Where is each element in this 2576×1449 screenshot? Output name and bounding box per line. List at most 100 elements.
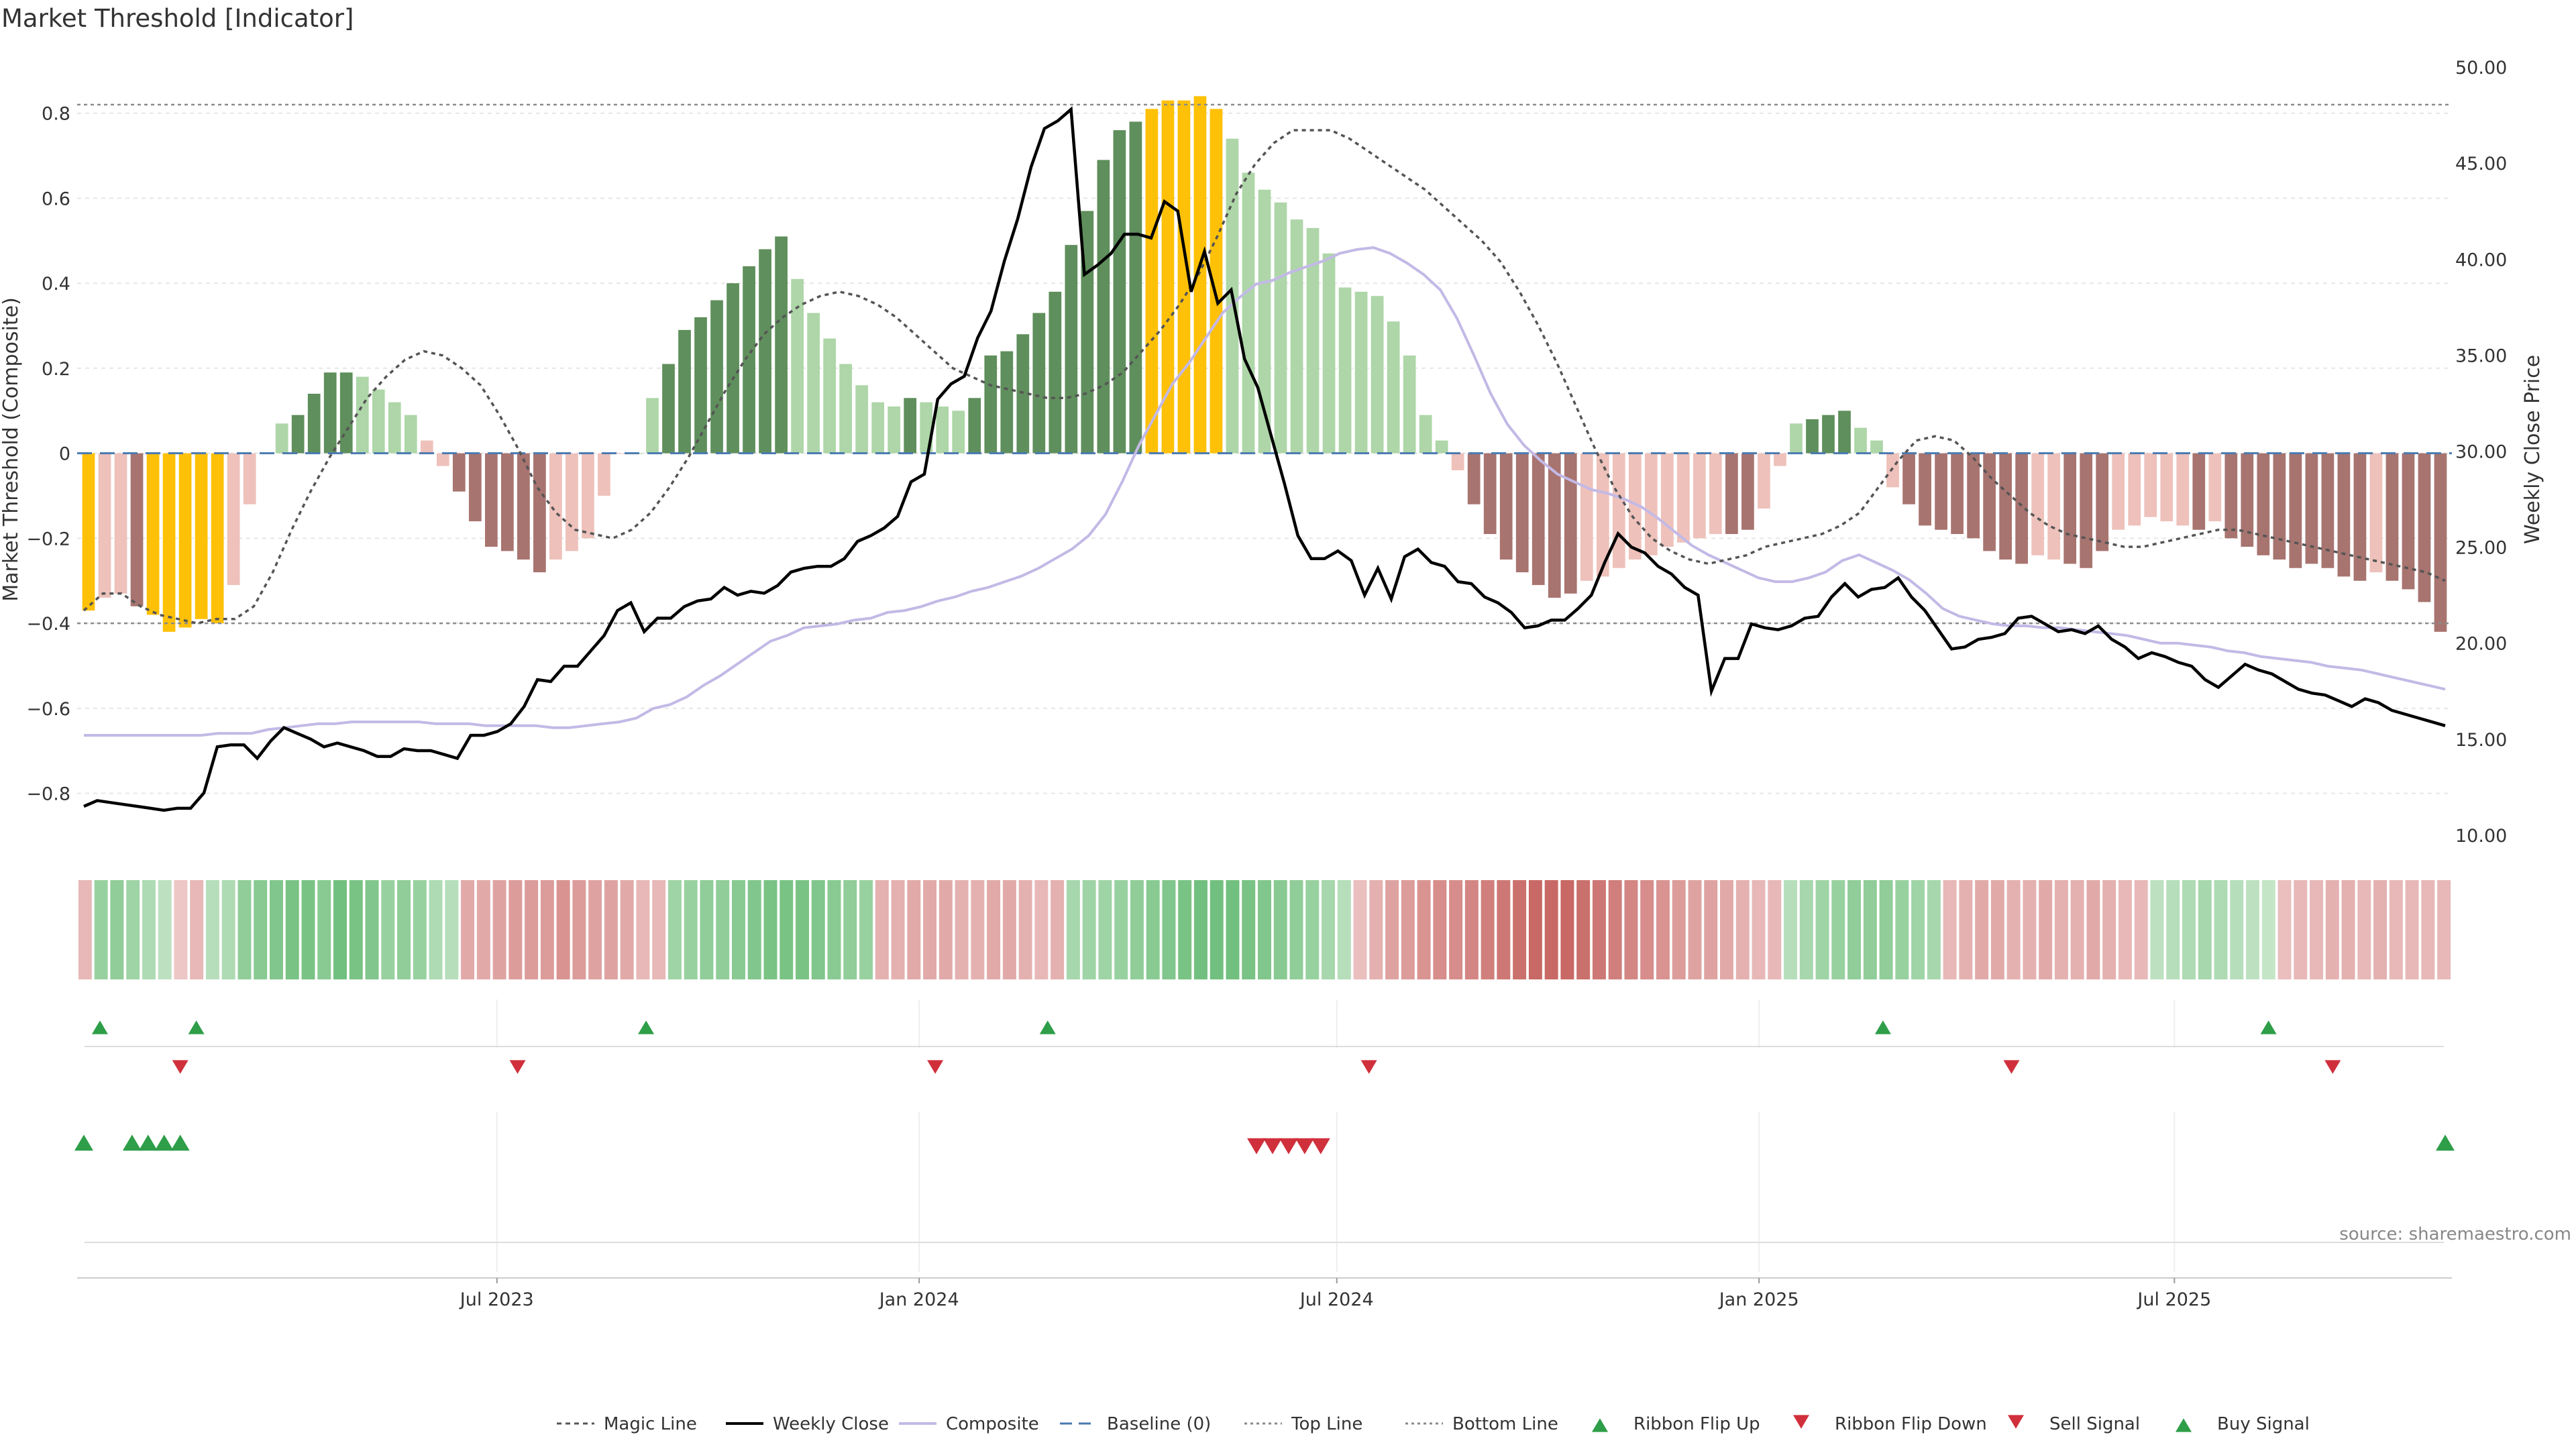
ribbon-cell: [1831, 880, 1845, 979]
composite-bar: [904, 398, 917, 453]
legend-item: Sell Signal: [2008, 1414, 2140, 1434]
composite-bar: [598, 453, 610, 496]
ribbon-cell: [2086, 880, 2100, 979]
composite-bar: [2208, 453, 2222, 522]
ribbon-cell: [365, 880, 379, 979]
ribbon-cell: [476, 880, 490, 979]
composite-bar: [98, 453, 111, 598]
y2-tick-label: 50.00: [2455, 58, 2507, 78]
legend-label: Weekly Close: [773, 1414, 889, 1434]
ribbon-cell: [2310, 880, 2324, 979]
composite-bar: [1580, 453, 1593, 581]
y-tick-label: −0.4: [26, 614, 70, 635]
ribbon-cell: [987, 880, 1001, 979]
composite-bar: [1483, 453, 1497, 535]
ribbon-cell: [859, 880, 873, 979]
ribbon-cell: [1337, 880, 1351, 979]
ribbon-cell: [1051, 880, 1065, 979]
ribbon-flip-up-marker: [1874, 1020, 1891, 1034]
ribbon-cell: [1082, 880, 1096, 979]
ribbon-cell: [1911, 880, 1925, 979]
sell-signal-marker: [1311, 1138, 1330, 1155]
composite-bar: [1935, 453, 1947, 530]
composite-bar: [452, 453, 466, 492]
ribbon-cell: [2389, 880, 2403, 979]
weekly-close-line: [83, 106, 2446, 812]
ribbon-cell: [2182, 880, 2196, 979]
composite-bar: [2321, 453, 2334, 568]
ribbon-cell: [763, 880, 777, 979]
ribbon-cell: [1385, 880, 1399, 979]
legend-marker-icon: [1793, 1415, 1809, 1429]
ribbon-cell: [1130, 880, 1144, 979]
ribbon-cell: [94, 880, 108, 979]
ribbon-cell: [1784, 880, 1798, 979]
ribbon-flip-up-marker: [2260, 1020, 2277, 1034]
ribbon-cell: [891, 880, 905, 979]
composite-bar: [1145, 109, 1159, 453]
ribbon-cell: [126, 880, 140, 979]
composite-bar: [1548, 453, 1561, 598]
y2-tick-label: 20.00: [2455, 634, 2507, 655]
composite-bar: [2289, 453, 2302, 568]
y2-tick-label: 25.00: [2455, 538, 2507, 559]
legend-label: Top Line: [1291, 1414, 1362, 1434]
ribbon-cell: [1258, 880, 1271, 979]
ribbon-cell: [1305, 880, 1320, 979]
y-tick-label: 0.6: [42, 189, 70, 209]
y-tick-label: 0.2: [42, 359, 70, 380]
ribbon-cell: [796, 880, 809, 979]
ribbon-cell: [1433, 880, 1447, 979]
composite-bar: [130, 453, 144, 606]
composite-bar: [1113, 130, 1126, 453]
ribbon-cell: [827, 880, 841, 979]
ribbon-cell: [1066, 880, 1080, 979]
legend-label: Magic Line: [604, 1414, 697, 1434]
ribbon-flip-down-marker: [2324, 1060, 2341, 1074]
composite-bar: [82, 453, 95, 611]
ribbon-cell: [1990, 880, 2004, 979]
ribbon-cell: [1018, 880, 1032, 979]
ribbon-cell: [1815, 880, 1829, 979]
composite-bar: [2305, 453, 2318, 564]
composite-bar: [146, 453, 160, 615]
ribbon-cell: [843, 880, 857, 979]
ribbon-cell: [1401, 880, 1415, 979]
ribbon-cell: [1497, 880, 1511, 979]
ribbon-cell: [667, 880, 682, 979]
series-lines: [83, 106, 2446, 812]
composite-bar: [291, 415, 305, 453]
composite-bar: [227, 453, 240, 586]
composite-bar: [307, 393, 321, 453]
ribbon-cell: [1863, 880, 1877, 979]
ribbon-cell: [1624, 880, 1638, 979]
ribbon-cell: [1369, 880, 1383, 979]
y2-tick-label: 35.00: [2455, 345, 2507, 366]
composite-bar: [952, 411, 965, 453]
ribbon-cell: [2006, 880, 2021, 979]
composite-bar: [2434, 453, 2447, 632]
y2-tick-label: 15.00: [2455, 730, 2507, 751]
ribbon-flip-down-marker: [1360, 1060, 1377, 1074]
ribbon-cell: [620, 880, 634, 979]
ribbon-cell: [2405, 880, 2419, 979]
composite-bar: [791, 278, 804, 453]
x-tick-label: Jan 2024: [878, 1289, 959, 1310]
legend-label: Buy Signal: [2217, 1414, 2310, 1434]
ribbon-cell: [1289, 880, 1303, 979]
y-tick-label: −0.8: [26, 784, 70, 805]
composite-bar: [855, 385, 869, 453]
ribbon-cell: [525, 880, 539, 979]
composite-bar: [743, 266, 755, 453]
composite-bar: [2257, 453, 2270, 555]
ribbon-cell: [731, 880, 745, 979]
composite-bar: [178, 453, 192, 628]
ribbon-cell: [1034, 880, 1049, 979]
ribbon-cell: [2325, 880, 2339, 979]
composite-bar: [114, 453, 127, 594]
legend-item: Ribbon Flip Down: [1793, 1414, 1987, 1434]
ribbon-cell: [2166, 880, 2180, 979]
composite-bar: [1693, 453, 1706, 539]
composite-bar: [2096, 453, 2109, 551]
